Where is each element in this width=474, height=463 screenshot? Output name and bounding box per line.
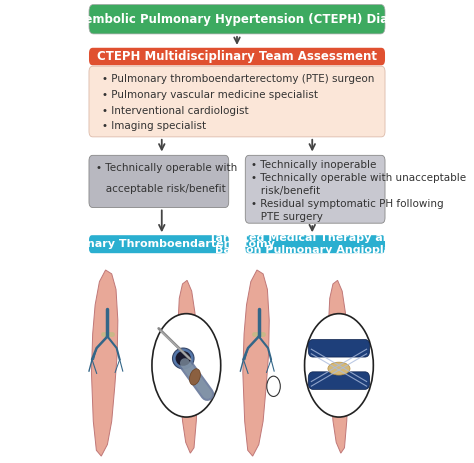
Polygon shape xyxy=(91,270,118,456)
FancyBboxPatch shape xyxy=(89,155,229,207)
Text: Pulmonary Thromboendarterectomy: Pulmonary Thromboendarterectomy xyxy=(48,239,275,249)
FancyBboxPatch shape xyxy=(308,372,370,389)
Ellipse shape xyxy=(190,369,201,385)
Circle shape xyxy=(305,313,374,417)
Text: • Technically inoperable: • Technically inoperable xyxy=(251,161,376,170)
Text: Targeted Medical Therapy and/or
Balloon Pulmonary Angioplasty: Targeted Medical Therapy and/or Balloon … xyxy=(209,233,416,255)
Ellipse shape xyxy=(175,351,191,366)
FancyBboxPatch shape xyxy=(245,155,385,223)
Text: Chronic Thromboembolic Pulmonary Hypertension (CTEPH) Diagnosis Confirmed: Chronic Thromboembolic Pulmonary Hyperte… xyxy=(0,13,474,25)
Polygon shape xyxy=(328,280,348,453)
FancyBboxPatch shape xyxy=(245,235,385,253)
Text: • Pulmonary vascular medicine specialist: • Pulmonary vascular medicine specialist xyxy=(102,90,318,100)
Text: • Residual symptomatic PH following: • Residual symptomatic PH following xyxy=(251,199,444,209)
Circle shape xyxy=(267,376,280,396)
Polygon shape xyxy=(243,270,269,456)
Text: acceptable risk/benefit: acceptable risk/benefit xyxy=(96,184,226,194)
Ellipse shape xyxy=(328,362,350,375)
Text: • Technically operable with: • Technically operable with xyxy=(96,163,237,173)
Text: PTE surgery: PTE surgery xyxy=(251,212,323,222)
Text: risk/benefit: risk/benefit xyxy=(251,186,320,196)
Text: • Interventional cardiologist: • Interventional cardiologist xyxy=(102,106,248,116)
FancyBboxPatch shape xyxy=(89,4,385,34)
Text: • Pulmonary thromboendarterectomy (PTE) surgeon: • Pulmonary thromboendarterectomy (PTE) … xyxy=(102,74,374,84)
Ellipse shape xyxy=(173,348,194,369)
FancyBboxPatch shape xyxy=(89,48,385,65)
FancyBboxPatch shape xyxy=(89,66,385,137)
Circle shape xyxy=(152,313,221,417)
Text: • Technically operable with unacceptable: • Technically operable with unacceptable xyxy=(251,173,466,183)
FancyBboxPatch shape xyxy=(89,235,229,253)
FancyBboxPatch shape xyxy=(308,339,370,357)
Text: • Imaging specialist: • Imaging specialist xyxy=(102,121,206,131)
Polygon shape xyxy=(178,280,198,453)
Text: CTEPH Multidisciplinary Team Assessment: CTEPH Multidisciplinary Team Assessment xyxy=(97,50,377,63)
